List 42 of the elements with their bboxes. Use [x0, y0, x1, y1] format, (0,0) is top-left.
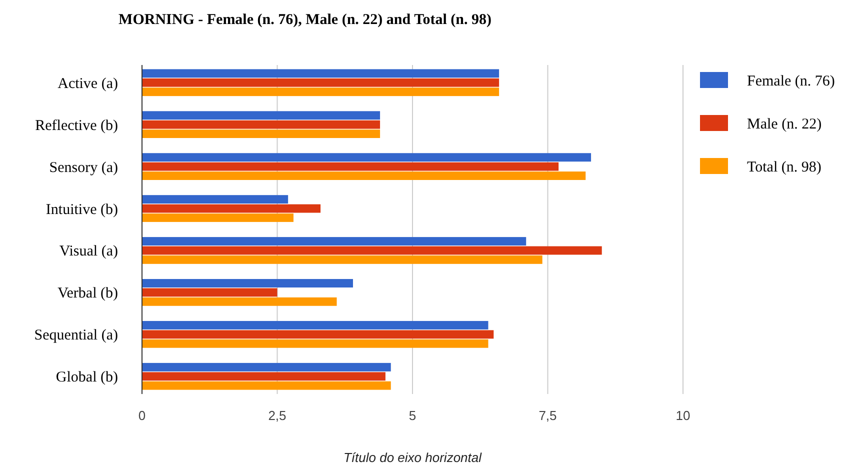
x-tick-label: 5	[408, 408, 416, 423]
bar	[142, 153, 592, 162]
x-tick-label: 2,5	[268, 408, 286, 423]
bar	[142, 69, 500, 78]
bar	[142, 88, 500, 96]
bar	[142, 297, 337, 306]
bar	[142, 111, 380, 120]
y-tick-label: Verbal (b)	[58, 286, 118, 302]
bar	[142, 120, 380, 129]
bar	[142, 78, 500, 87]
y-tick-label: Reflective (b)	[35, 118, 118, 134]
y-tick-label: Global (b)	[56, 370, 118, 386]
x-tick-label: 7,5	[538, 408, 557, 423]
y-tick-label: Visual (a)	[59, 244, 118, 260]
bar	[142, 255, 542, 264]
legend-label: Male (n. 22)	[747, 116, 822, 132]
bar	[142, 330, 494, 339]
bar	[142, 237, 526, 246]
bar	[142, 246, 602, 255]
y-tick-label: Sensory (a)	[49, 160, 118, 176]
bar	[142, 320, 488, 330]
x-tick-label: 10	[676, 408, 690, 423]
bar	[142, 362, 391, 372]
x-axis-title: Título do eixo horizontal	[343, 450, 483, 465]
bar	[142, 339, 488, 348]
legend-label: Female (n. 76)	[747, 73, 835, 90]
bar	[142, 372, 386, 381]
bar	[142, 279, 353, 288]
chart-title: MORNING - Female (n. 76), Male (n. 22) and Total (n. 98)	[118, 12, 492, 28]
legend-label: Total (n. 98)	[747, 159, 822, 176]
bar	[142, 381, 391, 390]
bar	[142, 130, 380, 138]
y-tick-label: Intuitive (b)	[46, 202, 118, 218]
bar	[142, 195, 288, 204]
bar	[142, 213, 294, 222]
y-tick-label: Active (a)	[58, 76, 118, 92]
bar	[142, 204, 321, 213]
x-tick-label: 0	[138, 408, 146, 423]
bar	[142, 162, 559, 171]
bar	[142, 172, 586, 180]
y-tick-label: Sequential (a)	[34, 328, 118, 344]
bar	[142, 288, 278, 297]
